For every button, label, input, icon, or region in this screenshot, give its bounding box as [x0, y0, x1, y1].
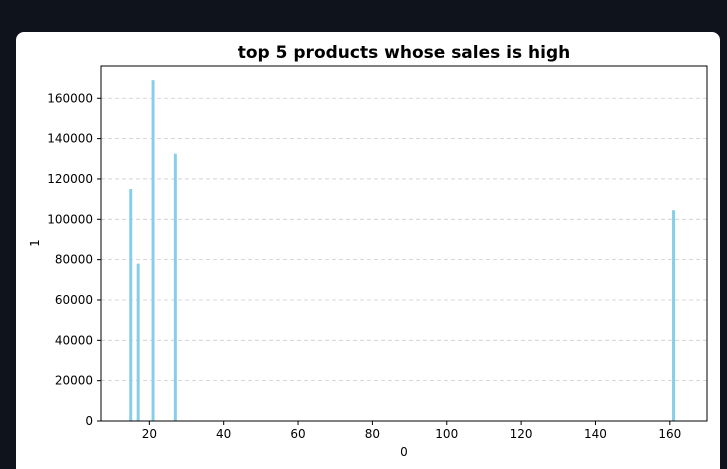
y-axis-label: 1	[28, 239, 42, 247]
bar	[151, 80, 155, 421]
chart-title: top 5 products whose sales is high	[238, 43, 571, 63]
bars	[129, 80, 676, 421]
x-tick-label: 20	[142, 427, 157, 441]
x-tick-label: 140	[584, 427, 607, 441]
x-tick-label: 100	[435, 427, 458, 441]
x-tick-label: 80	[365, 427, 380, 441]
y-tick-label: 100000	[47, 212, 93, 226]
bar-chart: top 5 products whose sales is high 20 40 6…	[28, 43, 708, 459]
plot-frame	[100, 65, 708, 422]
bar	[173, 153, 177, 421]
x-axis-label: 0	[400, 445, 408, 459]
x-tick-label: 60	[290, 427, 305, 441]
y-tick-label: 40000	[55, 333, 93, 347]
chart-card: top 5 products whose sales is high 20 40 6…	[16, 32, 720, 469]
bar	[672, 210, 676, 421]
bar	[136, 263, 140, 421]
grid-lines	[101, 97, 707, 422]
x-tick-label: 120	[510, 427, 533, 441]
y-axis-ticks: 0 20000 40000 60000 80000 100000 120000 140000 1…	[47, 91, 101, 428]
y-tick-label: 0	[85, 414, 93, 428]
y-tick-label: 20000	[55, 374, 93, 388]
y-tick-label: 120000	[47, 172, 93, 186]
bar	[129, 189, 133, 421]
y-tick-label: 140000	[47, 132, 93, 146]
y-tick-label: 60000	[55, 293, 93, 307]
y-tick-label: 80000	[55, 253, 93, 267]
x-tick-label: 160	[658, 427, 681, 441]
y-tick-label: 160000	[47, 91, 93, 105]
x-tick-label: 40	[216, 427, 231, 441]
x-axis-ticks: 20 40 60 80 100 120 140 160	[142, 421, 681, 441]
